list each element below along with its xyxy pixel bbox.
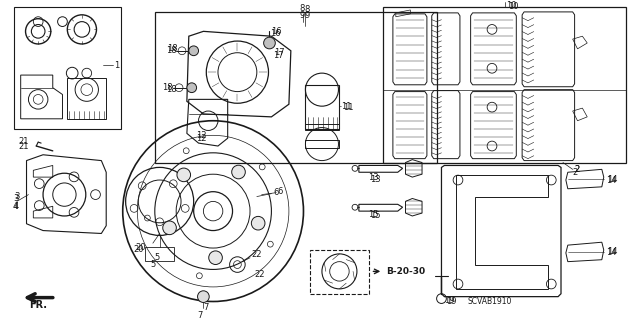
Text: 8: 8 <box>305 5 310 14</box>
Text: 5: 5 <box>150 260 156 269</box>
Text: 2: 2 <box>575 165 580 174</box>
Text: 3: 3 <box>14 192 19 201</box>
Bar <box>14 7 121 129</box>
Text: 20: 20 <box>135 242 145 252</box>
Circle shape <box>198 291 209 302</box>
Text: 6: 6 <box>277 187 283 196</box>
Text: 14: 14 <box>607 174 617 183</box>
Text: B-20-30: B-20-30 <box>386 267 425 276</box>
Text: 15: 15 <box>371 211 381 220</box>
Circle shape <box>177 168 191 182</box>
Text: 7: 7 <box>197 311 202 319</box>
Bar <box>310 250 369 294</box>
Text: FR.: FR. <box>29 300 47 310</box>
Text: 3: 3 <box>13 194 19 203</box>
Text: 19: 19 <box>446 297 457 306</box>
Text: 22: 22 <box>254 270 264 279</box>
Circle shape <box>209 251 222 264</box>
Circle shape <box>189 46 198 56</box>
Circle shape <box>252 216 265 230</box>
Text: 16: 16 <box>271 29 281 38</box>
Text: 22: 22 <box>251 250 262 259</box>
Text: 17: 17 <box>275 48 285 57</box>
Text: 6: 6 <box>273 188 279 197</box>
Text: 7: 7 <box>204 303 209 312</box>
Text: 18: 18 <box>163 83 173 92</box>
Text: 9: 9 <box>305 11 310 20</box>
Text: 17: 17 <box>273 51 284 60</box>
Text: 12: 12 <box>196 134 206 143</box>
Text: 4: 4 <box>13 202 18 211</box>
Text: 2: 2 <box>573 168 578 177</box>
Text: 10: 10 <box>507 1 517 10</box>
Circle shape <box>232 165 245 179</box>
Text: 18: 18 <box>168 44 178 53</box>
Text: 9: 9 <box>300 11 305 20</box>
Text: 10: 10 <box>509 2 519 11</box>
Text: SCVAB1910: SCVAB1910 <box>468 297 512 306</box>
Text: 15: 15 <box>369 210 379 219</box>
Text: 16: 16 <box>271 27 282 36</box>
Text: 14: 14 <box>607 248 617 256</box>
Text: 2: 2 <box>575 165 580 174</box>
Text: 12: 12 <box>196 131 207 140</box>
Circle shape <box>264 37 275 49</box>
Text: 21: 21 <box>19 137 29 146</box>
Bar <box>145 247 174 261</box>
Text: 18: 18 <box>166 85 177 94</box>
Circle shape <box>187 83 196 93</box>
Text: 11: 11 <box>343 103 354 112</box>
Text: 18: 18 <box>166 46 177 55</box>
Text: 11: 11 <box>341 102 352 111</box>
Text: 4: 4 <box>14 202 19 211</box>
Text: 14: 14 <box>605 175 616 184</box>
Text: 13: 13 <box>371 174 381 183</box>
Text: 20: 20 <box>133 246 144 255</box>
Text: 21: 21 <box>19 142 29 151</box>
Text: 1: 1 <box>114 61 119 70</box>
Text: 19: 19 <box>444 296 455 305</box>
Circle shape <box>163 221 177 235</box>
Text: 14: 14 <box>605 249 616 257</box>
Text: 5: 5 <box>154 253 159 262</box>
Text: 13: 13 <box>369 173 380 182</box>
Text: 8: 8 <box>300 4 305 13</box>
